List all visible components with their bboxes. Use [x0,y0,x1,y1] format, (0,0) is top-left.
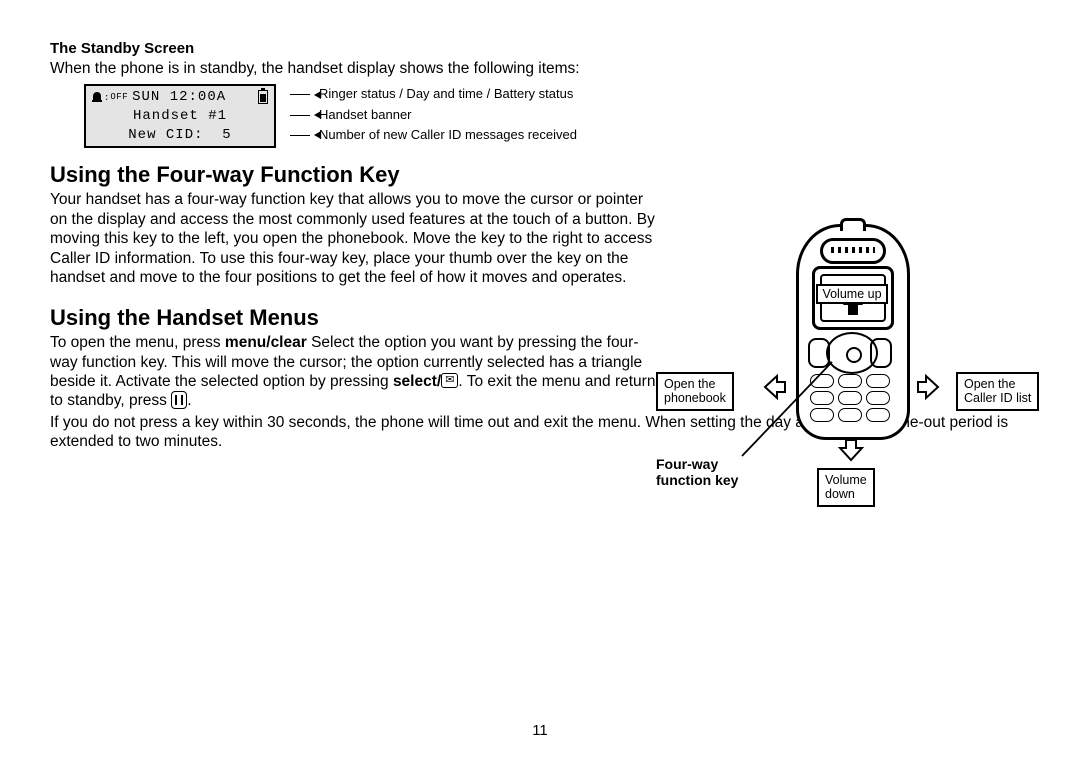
page-number: 11 [0,722,1080,739]
fourway-body: Your handset has a four-way function key… [50,190,660,287]
fourway-heading: Using the Four-way Function Key [50,162,1030,188]
lcd-line-2: Handset #1 [92,107,268,126]
envelope-icon: ✉ [441,373,458,388]
callout-volume-up: Volume up [816,284,888,304]
callout-open-phonebook: Open thephonebook [656,372,734,411]
standby-heading: The Standby Screen [50,40,1030,57]
battery-icon [258,90,268,104]
lcd-line-3: New CID: 5 [92,126,268,145]
fourway-diagram: Volume up Open thephonebook Open theCall… [656,224,1046,504]
callout-cid: Number of new Caller ID messages receive… [290,125,577,145]
lcd-ringer-status: OFF [110,91,128,103]
lcd-line-1: : OFF SUN 12:00A [92,88,268,107]
callout-volume-down: Volumedown [817,468,875,507]
standby-key-icon [171,391,187,409]
manual-page: The Standby Screen When the phone is in … [0,0,1080,759]
callout-banner: Handset banner [290,105,577,125]
leader-line [724,360,844,470]
lcd-day-time: SUN 12:00A [132,88,226,107]
lcd-screen: : OFF SUN 12:00A Handset #1 New CID: 5 [84,84,276,148]
standby-intro: When the phone is in standby, the handse… [50,59,1030,78]
bell-icon [92,92,102,102]
menus-body-1: To open the menu, press menu/clear Selec… [50,333,660,411]
right-arrow-icon [916,374,942,400]
standby-callouts: Ringer status / Day and time / Battery s… [290,84,577,144]
callout-ringer: Ringer status / Day and time / Battery s… [290,84,577,104]
callout-open-cid: Open theCaller ID list [956,372,1039,411]
standby-diagram: : OFF SUN 12:00A Handset #1 New CID: 5 R… [84,84,1030,148]
